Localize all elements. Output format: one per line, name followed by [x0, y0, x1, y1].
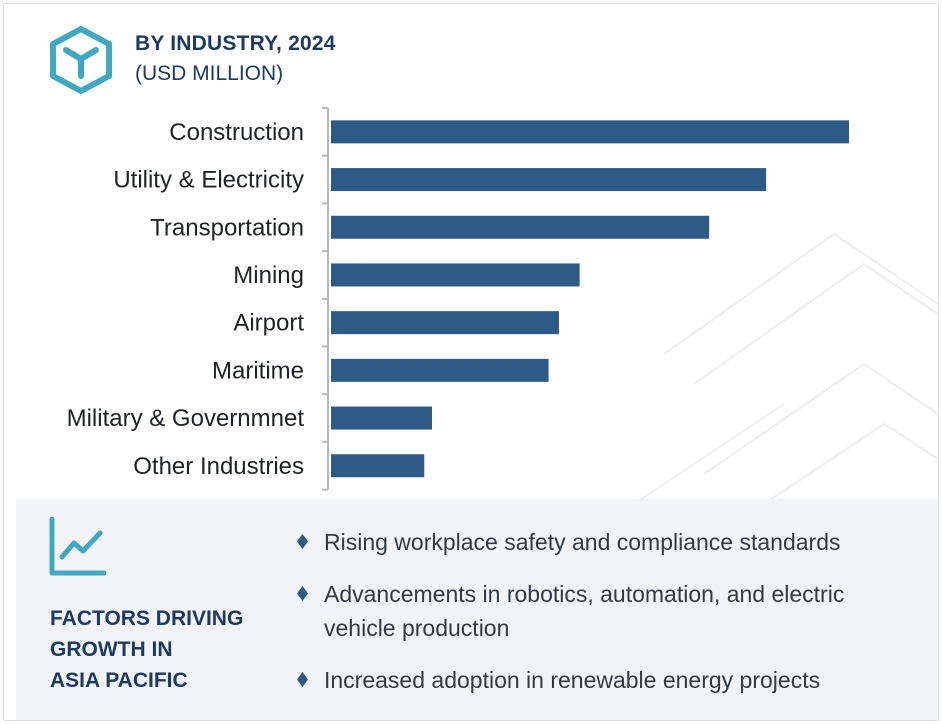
bar-utility-electricity [331, 168, 767, 192]
factors-title-line: GROWTH IN [50, 638, 173, 661]
factor-bullet-text: Rising workplace safety and compliance s… [324, 529, 841, 555]
diamond-bullet-icon [297, 672, 308, 687]
factor-bullet-text: Advancements in robotics, automation, an… [324, 581, 845, 641]
factors-title-line: ASIA PACIFIC [50, 669, 188, 692]
chart-card: BY INDUSTRY, 2024 (USD MILLION) Construc… [3, 3, 939, 721]
diamond-bullet-icon [297, 586, 308, 601]
category-label: Utility & Electricity [113, 167, 304, 194]
category-label: Airport [233, 310, 304, 337]
trend-line-chart-icon [49, 517, 106, 576]
category-label: Military & Governmnet [67, 405, 305, 432]
factor-bullet-text: Increased adoption in renewable energy p… [324, 667, 821, 693]
chart-title: BY INDUSTRY, 2024 [135, 32, 336, 55]
bar-chart: Construction Utility & Electricity Transpo… [67, 107, 849, 491]
category-label: Mining [233, 262, 304, 289]
factors-title: FACTORS DRIVING GROWTH IN ASIA PACIFIC [50, 603, 270, 696]
diamond-bullet-icon [297, 534, 308, 549]
category-label: Maritime [212, 357, 304, 384]
chart-subtitle: (USD MILLION) [135, 62, 284, 85]
category-label: Construction [169, 119, 304, 146]
bar-transportation [331, 215, 710, 239]
bar-maritime [331, 358, 549, 382]
bar-mining [331, 263, 580, 287]
factors-title-line: FACTORS DRIVING [50, 607, 244, 630]
category-label: Transportation [150, 214, 304, 241]
bar-other-industries [331, 454, 425, 478]
bar-construction [331, 120, 849, 144]
bar-airport [331, 311, 559, 335]
factors-panel: FACTORS DRIVING GROWTH IN ASIA PACIFIC R… [16, 499, 938, 720]
hexagon-y-logo-icon [50, 26, 112, 94]
category-label: Other Industries [133, 453, 304, 480]
bar-military-governmnet [331, 406, 433, 430]
